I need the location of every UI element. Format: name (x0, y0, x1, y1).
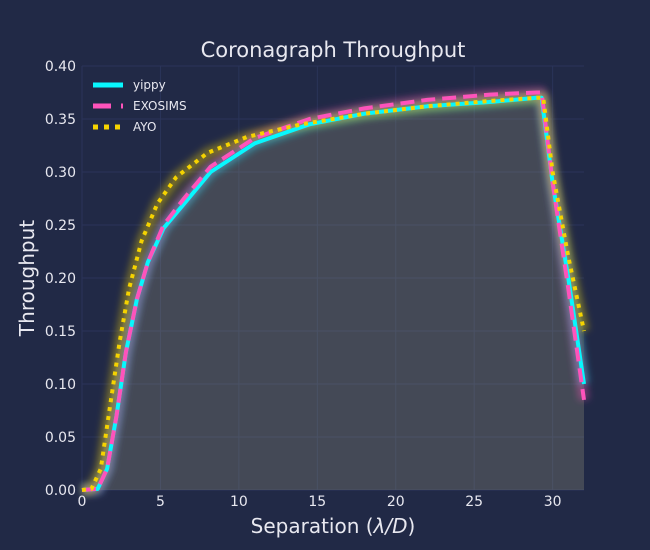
legend-label-yippy: yippy (133, 78, 166, 92)
x-tick-label: 30 (544, 494, 562, 510)
series-line-yippy (81, 95, 586, 492)
x-tick-label: 10 (230, 494, 248, 510)
fill-layer (82, 92, 584, 491)
series-layer (81, 90, 586, 492)
y-axis-label: Throughput (15, 220, 39, 337)
chart-title: Coronagraph Throughput (201, 38, 466, 62)
x-axis-label-symbol: λ/D (373, 514, 408, 538)
y-tick-label: 0.20 (45, 271, 76, 287)
x-tick-label: 20 (387, 494, 405, 510)
x-axis-label: Separation (λ/D) (251, 514, 416, 538)
series-line-ayo (81, 95, 586, 492)
series-line-exosims (81, 90, 586, 492)
y-ticks: 0.00 0.05 0.10 0.15 0.20 0.25 0.30 0.35 0.40 (45, 59, 76, 499)
y-tick-label: 0.40 (45, 59, 76, 75)
legend-label-ayo: AYO (133, 120, 156, 134)
y-tick-label: 0.05 (45, 430, 76, 446)
area-ayo (82, 97, 584, 491)
area-yippy (82, 97, 584, 491)
y-tick-label: 0.35 (45, 112, 76, 128)
y-tick-label: 0.00 (45, 483, 76, 499)
legend-label-exosims: EXOSIMS (133, 99, 187, 113)
grid (81, 65, 584, 491)
x-tick-label: 15 (308, 494, 326, 510)
x-ticks: 0 5 10 15 20 25 30 (78, 494, 562, 510)
x-tick-label: 0 (78, 494, 87, 510)
y-tick-label: 0.30 (45, 165, 76, 181)
x-axis-label-suffix: ) (408, 514, 416, 538)
x-tick-label: 25 (465, 494, 483, 510)
area-exosims (82, 92, 584, 490)
y-tick-label: 0.10 (45, 377, 76, 393)
y-tick-label: 0.25 (45, 218, 76, 234)
y-tick-label: 0.15 (45, 324, 76, 340)
x-axis-label-prefix: Separation ( (251, 514, 374, 538)
x-tick-label: 5 (156, 494, 165, 510)
legend: yippy EXOSIMS AYO (93, 78, 187, 134)
